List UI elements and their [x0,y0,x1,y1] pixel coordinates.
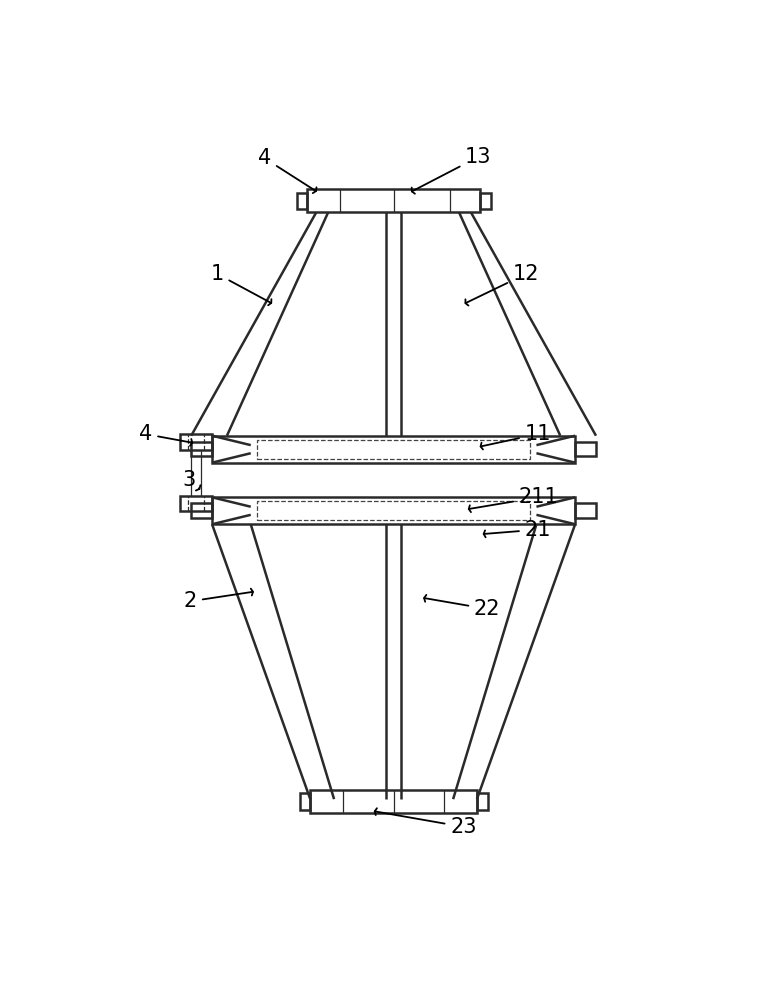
Text: 23: 23 [375,808,477,837]
Bar [212,497,575,524]
Bar [477,793,488,810]
Text: 21: 21 [484,520,551,540]
Text: 13: 13 [412,147,492,194]
Bar [310,790,477,813]
Bar [180,496,213,511]
Text: 1: 1 [210,264,271,305]
Text: 22: 22 [424,595,501,619]
Bar [191,442,212,456]
Bar [480,193,491,209]
Text: 11: 11 [481,424,551,449]
Bar [191,503,212,518]
Bar [257,501,531,520]
Bar [307,189,480,212]
Text: 4: 4 [258,148,316,193]
Bar [575,442,596,456]
Bar [257,440,531,459]
Text: 3: 3 [183,470,200,491]
Text: 12: 12 [465,264,539,306]
Bar [296,193,307,209]
Text: 2: 2 [184,589,253,611]
Bar [212,436,575,463]
Bar [300,793,310,810]
Text: 4: 4 [139,424,192,446]
Text: 211: 211 [468,487,558,512]
Bar [180,434,213,450]
Bar [575,503,596,518]
